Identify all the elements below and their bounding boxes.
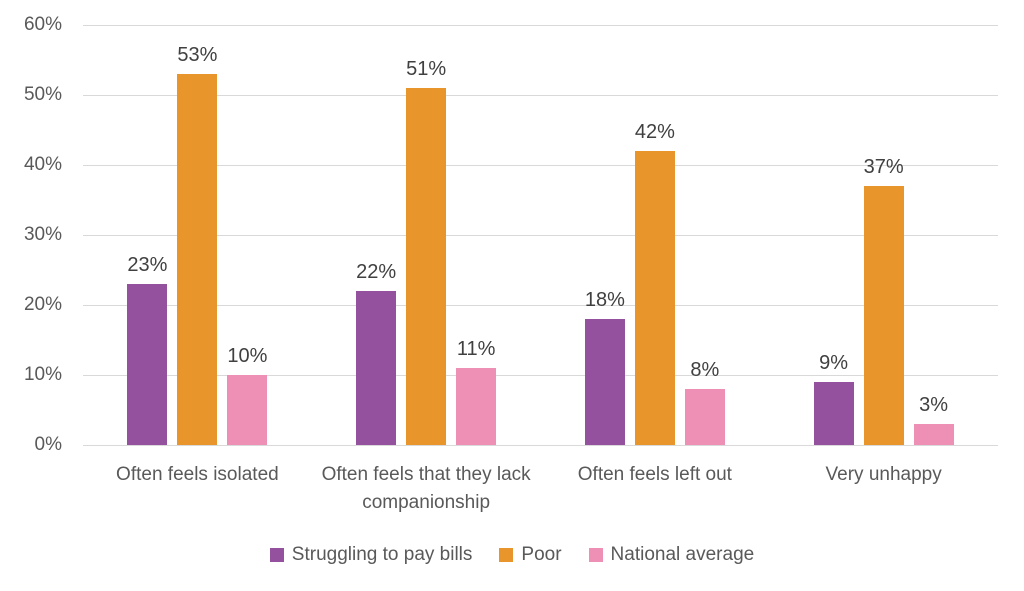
bar-national-average: 10% bbox=[227, 345, 267, 445]
bar-value-label: 53% bbox=[177, 44, 218, 66]
y-tick-label: 60% bbox=[23, 14, 62, 35]
y-tick-label: 30% bbox=[23, 224, 62, 245]
grid-line bbox=[83, 95, 998, 96]
bar-poor: 37% bbox=[864, 156, 904, 445]
bar-value-label: 42% bbox=[634, 121, 675, 143]
bar-value-label: 22% bbox=[356, 261, 397, 283]
legend-label: National average bbox=[610, 544, 755, 565]
category-label: Often feels that they lack companionship bbox=[321, 464, 531, 513]
y-tick-label: 10% bbox=[23, 364, 62, 385]
grid-line bbox=[83, 165, 998, 166]
grid-line bbox=[83, 445, 998, 446]
legend-item: National average bbox=[588, 544, 755, 566]
category-cell: Often feels left out bbox=[541, 461, 770, 517]
y-tick-label: 20% bbox=[23, 294, 62, 315]
bar-national-average: 11% bbox=[456, 338, 497, 445]
bar-struggling-to-pay-bills: 23% bbox=[127, 254, 167, 445]
legend-swatch-icon bbox=[499, 548, 514, 562]
bar-group: 23% 53% 10% bbox=[83, 25, 312, 445]
grid-line bbox=[83, 375, 998, 376]
bar-group: 22% 51% 11% bbox=[312, 25, 541, 445]
legend-swatch-icon bbox=[269, 548, 284, 562]
bar-struggling-to-pay-bills: 18% bbox=[585, 289, 625, 445]
legend-item: Poor bbox=[499, 544, 562, 566]
category-cell: Often feels that they lack companionship bbox=[312, 461, 541, 517]
bar-national-average: 3% bbox=[913, 394, 954, 445]
bar-group: 18% 42% 8% bbox=[541, 25, 770, 445]
legend-label: Struggling to pay bills bbox=[291, 544, 473, 565]
bar-value-label: 9% bbox=[819, 352, 849, 374]
grid-line bbox=[83, 25, 998, 26]
grid-line bbox=[83, 305, 998, 306]
bar-group: 9% 37% 3% bbox=[769, 25, 998, 445]
bar-value-label: 51% bbox=[406, 58, 447, 80]
bar-value-label: 23% bbox=[127, 254, 168, 276]
category-cell: Very unhappy bbox=[769, 461, 998, 517]
category-cell: Often feels isolated bbox=[83, 461, 312, 517]
bar-poor: 42% bbox=[635, 121, 675, 445]
bar-value-label: 3% bbox=[919, 394, 949, 416]
bar-national-average: 8% bbox=[684, 359, 725, 445]
bar-value-label: 18% bbox=[584, 289, 625, 311]
bar-poor: 51% bbox=[406, 58, 446, 445]
legend-label: Poor bbox=[521, 544, 562, 565]
category-label: Very unhappy bbox=[825, 464, 942, 485]
plot-area: 23% 53% 10% 22% 51% 11% 18% 42% 8% 9% 37% 3% bbox=[83, 25, 998, 446]
y-tick-label: 50% bbox=[23, 84, 62, 105]
category-label: Often feels left out bbox=[577, 464, 732, 485]
grid-line bbox=[83, 235, 998, 236]
y-tick-label: 40% bbox=[23, 154, 62, 175]
bar-struggling-to-pay-bills: 22% bbox=[356, 261, 396, 445]
bar-value-label: 11% bbox=[456, 338, 496, 360]
category-label: Often feels isolated bbox=[116, 464, 279, 485]
bar-poor: 53% bbox=[177, 44, 217, 445]
bar-struggling-to-pay-bills: 9% bbox=[813, 352, 854, 445]
bar-value-label: 37% bbox=[863, 156, 904, 178]
y-tick-label: 0% bbox=[34, 434, 62, 455]
bar-value-label: 10% bbox=[227, 345, 268, 367]
bar-value-label: 8% bbox=[690, 359, 720, 381]
legend-swatch-icon bbox=[588, 548, 603, 562]
bar-groups: 23% 53% 10% 22% 51% 11% 18% 42% 8% 9% 37% 3% bbox=[83, 25, 998, 445]
x-axis: Often feels isolated Often feels that the… bbox=[83, 461, 998, 517]
legend: Struggling to pay bills Poor National aver… bbox=[0, 544, 1024, 566]
legend-item: Struggling to pay bills bbox=[269, 544, 473, 566]
